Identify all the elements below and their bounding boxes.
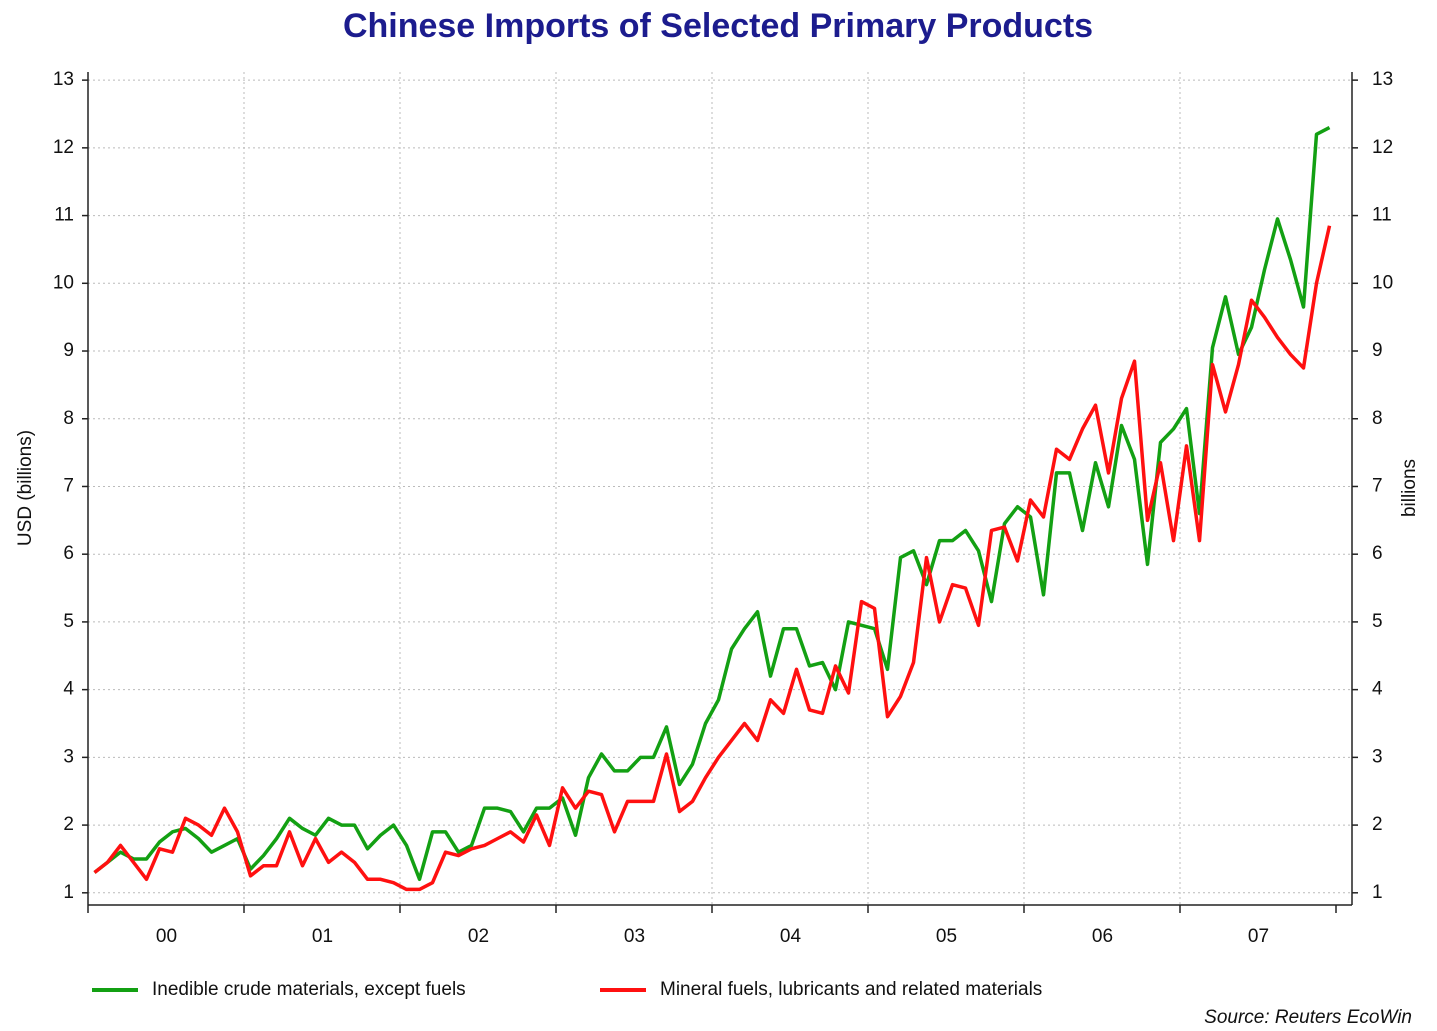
y-tick-label: 4 [63, 679, 74, 700]
data-line [93, 225, 1332, 892]
x-tick-label: 03 [624, 926, 645, 947]
x-tick-label: 01 [312, 926, 333, 947]
y-axis-label: USD (billions) [15, 430, 36, 546]
y2-tick-label: 1 [1372, 882, 1383, 903]
legend-label: Inedible crude materials, except fuels [152, 979, 466, 1000]
x-tick-label: 06 [1092, 926, 1113, 947]
y2-tick-label: 5 [1372, 611, 1383, 632]
y-tick-label: 5 [63, 611, 74, 632]
x-tick-label: 05 [936, 926, 957, 947]
x-tick-label: 02 [468, 926, 489, 947]
x-tick-label: 00 [156, 926, 177, 947]
y-tick-label: 2 [63, 814, 74, 835]
chart-title: Chinese Imports of Selected Primary Prod… [343, 7, 1093, 45]
x-tick-label: 04 [780, 926, 802, 947]
y2-tick-label: 8 [1372, 408, 1383, 429]
y2-axis-label: billions [1399, 459, 1420, 517]
y-tick-label: 6 [63, 543, 74, 564]
y2-tick-label: 2 [1372, 814, 1383, 835]
y-tick-label: 7 [63, 475, 74, 496]
y2-tick-label: 13 [1372, 69, 1393, 90]
y-tick-label: 9 [63, 340, 74, 361]
y2-tick-label: 9 [1372, 340, 1383, 361]
y2-tick-label: 12 [1372, 137, 1393, 158]
y-tick-label: 10 [53, 272, 74, 293]
y2-tick-label: 3 [1372, 746, 1383, 767]
y-tick-label: 1 [63, 882, 74, 903]
y-tick-label: 11 [54, 205, 74, 226]
y2-tick-label: 6 [1372, 543, 1383, 564]
y2-tick-label: 4 [1372, 679, 1383, 700]
data-line [93, 125, 1331, 882]
y2-tick-label: 11 [1372, 205, 1392, 226]
y2-tick-label: 10 [1372, 272, 1393, 293]
source-note: Source: Reuters EcoWin [1204, 1007, 1412, 1028]
y-tick-label: 12 [53, 137, 74, 158]
y-tick-label: 13 [53, 69, 74, 90]
y-tick-label: 8 [63, 408, 74, 429]
x-tick-label: 07 [1248, 926, 1269, 947]
y2-tick-label: 7 [1372, 475, 1383, 496]
legend-label: Mineral fuels, lubricants and related ma… [660, 979, 1042, 1000]
y-tick-label: 3 [63, 746, 74, 767]
